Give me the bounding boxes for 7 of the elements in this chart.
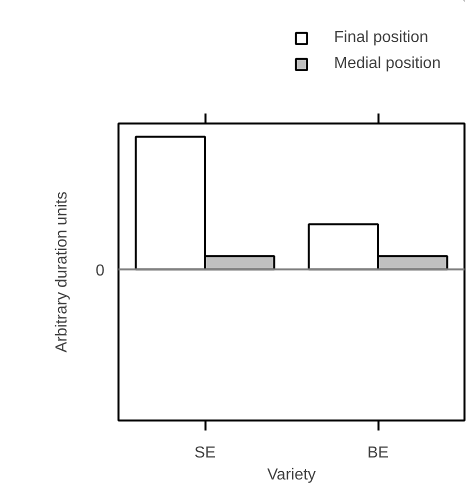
x-axis-title: Variety	[267, 466, 316, 484]
legend-label: Medial position	[334, 55, 441, 73]
legend-label: Final position	[334, 29, 428, 47]
x-tick-label: SE	[194, 444, 216, 462]
x-tick-label: BE	[367, 444, 389, 462]
y-axis-title: Arbitrary duration units	[54, 192, 71, 352]
ref-line-label: 0	[96, 262, 105, 280]
